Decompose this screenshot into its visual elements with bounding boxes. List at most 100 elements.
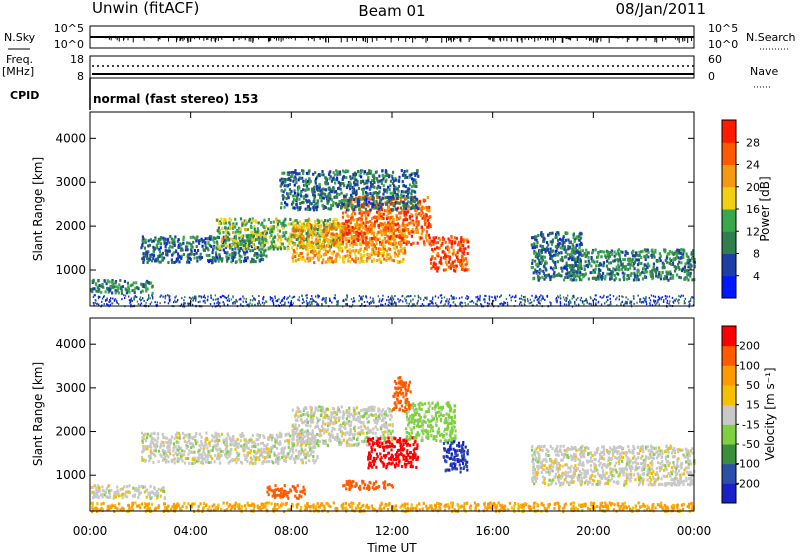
power-echo-cell <box>591 250 594 254</box>
power-echo-cell <box>425 205 428 209</box>
power-echo-cell <box>346 249 349 253</box>
power-echo-cell <box>649 304 651 307</box>
power-echo-cell <box>426 225 429 229</box>
power-echo-cell <box>584 255 587 259</box>
power-echo-cell <box>370 182 373 186</box>
power-echo-cell <box>150 301 153 304</box>
power-echo-cell <box>304 238 307 242</box>
power-echo-cell <box>269 245 272 249</box>
power-echo-cell <box>326 233 329 237</box>
power-echo-cell <box>441 242 444 246</box>
power-echo-cell <box>414 184 417 188</box>
power-echo-cell <box>170 260 174 264</box>
power-echo-cell <box>194 236 197 240</box>
power-echo-cell <box>224 226 227 230</box>
power-echo-cell <box>282 299 284 302</box>
power-echo-cell <box>431 298 434 301</box>
power-echo-cell <box>563 303 566 306</box>
power-echo-cell <box>314 181 317 185</box>
power-echo-cell <box>578 275 581 279</box>
power-echo-cell <box>535 263 538 267</box>
power-echo-cell <box>219 257 223 261</box>
power-echo-cell <box>149 255 152 259</box>
power-echo-cell <box>652 295 655 298</box>
power-echo-cell <box>370 225 374 229</box>
power-echo-cell <box>415 205 418 209</box>
power-echo-cell <box>186 254 189 258</box>
power-echo-cell <box>349 175 352 179</box>
power-echo-cell <box>311 241 315 245</box>
power-echo-cell <box>427 233 430 237</box>
power-echo-cell <box>203 294 206 297</box>
power-echo-cell <box>310 240 313 244</box>
power-echo-cell <box>420 236 423 240</box>
power-echo-cell <box>633 260 637 264</box>
power-echo-cell <box>541 297 543 300</box>
power-echo-cell <box>470 300 473 303</box>
power-echo-cell <box>162 295 164 298</box>
power-echo-cell <box>384 169 387 173</box>
power-echo-cell <box>404 185 407 189</box>
power-echo-cell <box>142 283 145 287</box>
power-echo-cell <box>291 255 295 259</box>
power-echo-cell <box>304 259 307 263</box>
power-echo-cell <box>454 266 457 270</box>
power-echo-cell <box>413 303 415 306</box>
power-echo-cell <box>406 223 409 227</box>
power-echo-cell <box>549 254 552 258</box>
power-echo-cell <box>403 169 406 173</box>
power-echo-cell <box>405 197 408 201</box>
power-echo-cell <box>369 195 372 199</box>
power-echo-cell <box>114 280 118 284</box>
power-echo-cell <box>334 222 337 226</box>
power-echo-cell <box>536 303 538 306</box>
power-echo-cell <box>361 169 364 173</box>
power-echo-cell <box>338 247 341 251</box>
power-echo-cell <box>305 198 308 202</box>
power-echo-cell <box>276 299 279 302</box>
power-echo-cell <box>329 299 331 302</box>
power-echo-cell <box>646 270 649 274</box>
power-echo-cell <box>377 215 380 219</box>
power-echo-cell <box>592 299 594 302</box>
power-echo-cell <box>366 209 369 213</box>
power-echo-cell <box>558 274 562 278</box>
power-echo-cell <box>583 303 585 306</box>
power-echo-cell <box>322 247 326 251</box>
power-echo-cell <box>353 223 356 227</box>
power-echo-cell <box>391 295 393 298</box>
power-echo-cell <box>367 171 370 175</box>
power-echo-cell <box>314 249 317 253</box>
power-echo-cell <box>572 232 576 236</box>
power-echo-cell <box>590 297 592 300</box>
power-echo-cell <box>167 261 170 265</box>
power-echo-cell <box>614 276 618 280</box>
power-echo-cell <box>452 248 455 252</box>
power-echo-cell <box>410 221 414 225</box>
power-echo-cell <box>394 193 397 197</box>
power-echo-cell <box>218 231 221 235</box>
power-echo-cell <box>655 274 658 278</box>
power-echo-cell <box>228 237 231 241</box>
power-echo-cell <box>403 249 406 253</box>
power-echo-cell <box>275 299 277 302</box>
power-echo-cell <box>357 170 360 174</box>
power-echo-cell <box>342 235 345 239</box>
power-echo-cell <box>182 305 184 308</box>
power-echo-cell <box>653 268 656 272</box>
power-echo-cell <box>251 217 254 221</box>
power-echo-cell <box>575 278 578 282</box>
power-echo-cell <box>231 247 234 251</box>
power-echo-cell <box>365 197 368 201</box>
power-echo-cell <box>287 196 290 200</box>
power-echo-cell <box>668 261 671 265</box>
power-echo-cell <box>581 249 585 253</box>
power-echo-cell <box>389 218 392 222</box>
power-echo-cell <box>567 301 570 304</box>
power-echo-cell <box>654 301 656 304</box>
power-echo-cell <box>396 187 399 191</box>
power-echo-cell <box>213 244 216 248</box>
power-echo-cell <box>569 253 572 257</box>
power-echo-cell <box>657 272 661 276</box>
power-echo-cell <box>222 220 225 224</box>
